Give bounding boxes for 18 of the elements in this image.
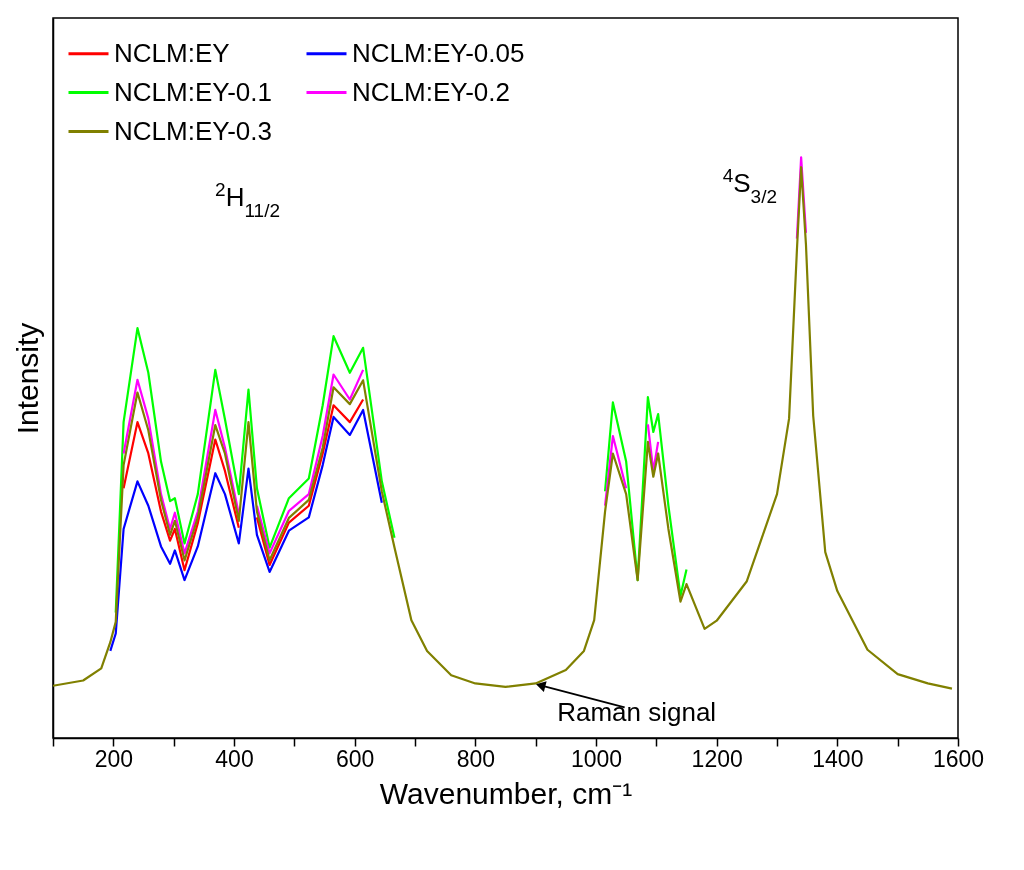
x-tick-label: 600 — [335, 745, 375, 772]
annotation: $^{4}$S$_{3/2}$ — [722, 164, 778, 207]
annotation: $^{2}$H$_{11/2}$ — [215, 178, 281, 221]
x-tick-label: 1400 — [812, 745, 864, 772]
x-tick-label: 1600 — [932, 745, 985, 772]
legend-label: NCLM:EY — [114, 37, 230, 68]
x-axis-title: Wavenumber, cm⁻¹ — [379, 776, 633, 810]
legend-label: NCLM:EY-0.05 — [352, 37, 525, 68]
x-tick-label: 1000 — [570, 745, 623, 772]
x-tick-label: 400 — [215, 745, 254, 772]
y-axis-title: Intensity — [10, 322, 44, 435]
legend-label: NCLM:EY-0.2 — [352, 76, 510, 107]
x-tick-label: 800 — [456, 745, 496, 772]
x-tick-label: 1200 — [691, 745, 743, 772]
x-tick-label: 200 — [94, 745, 134, 772]
legend-label: NCLM:EY-0.1 — [114, 76, 272, 107]
legend-label: NCLM:EY-0.3 — [114, 115, 272, 146]
annotation: Raman signal — [557, 697, 717, 728]
